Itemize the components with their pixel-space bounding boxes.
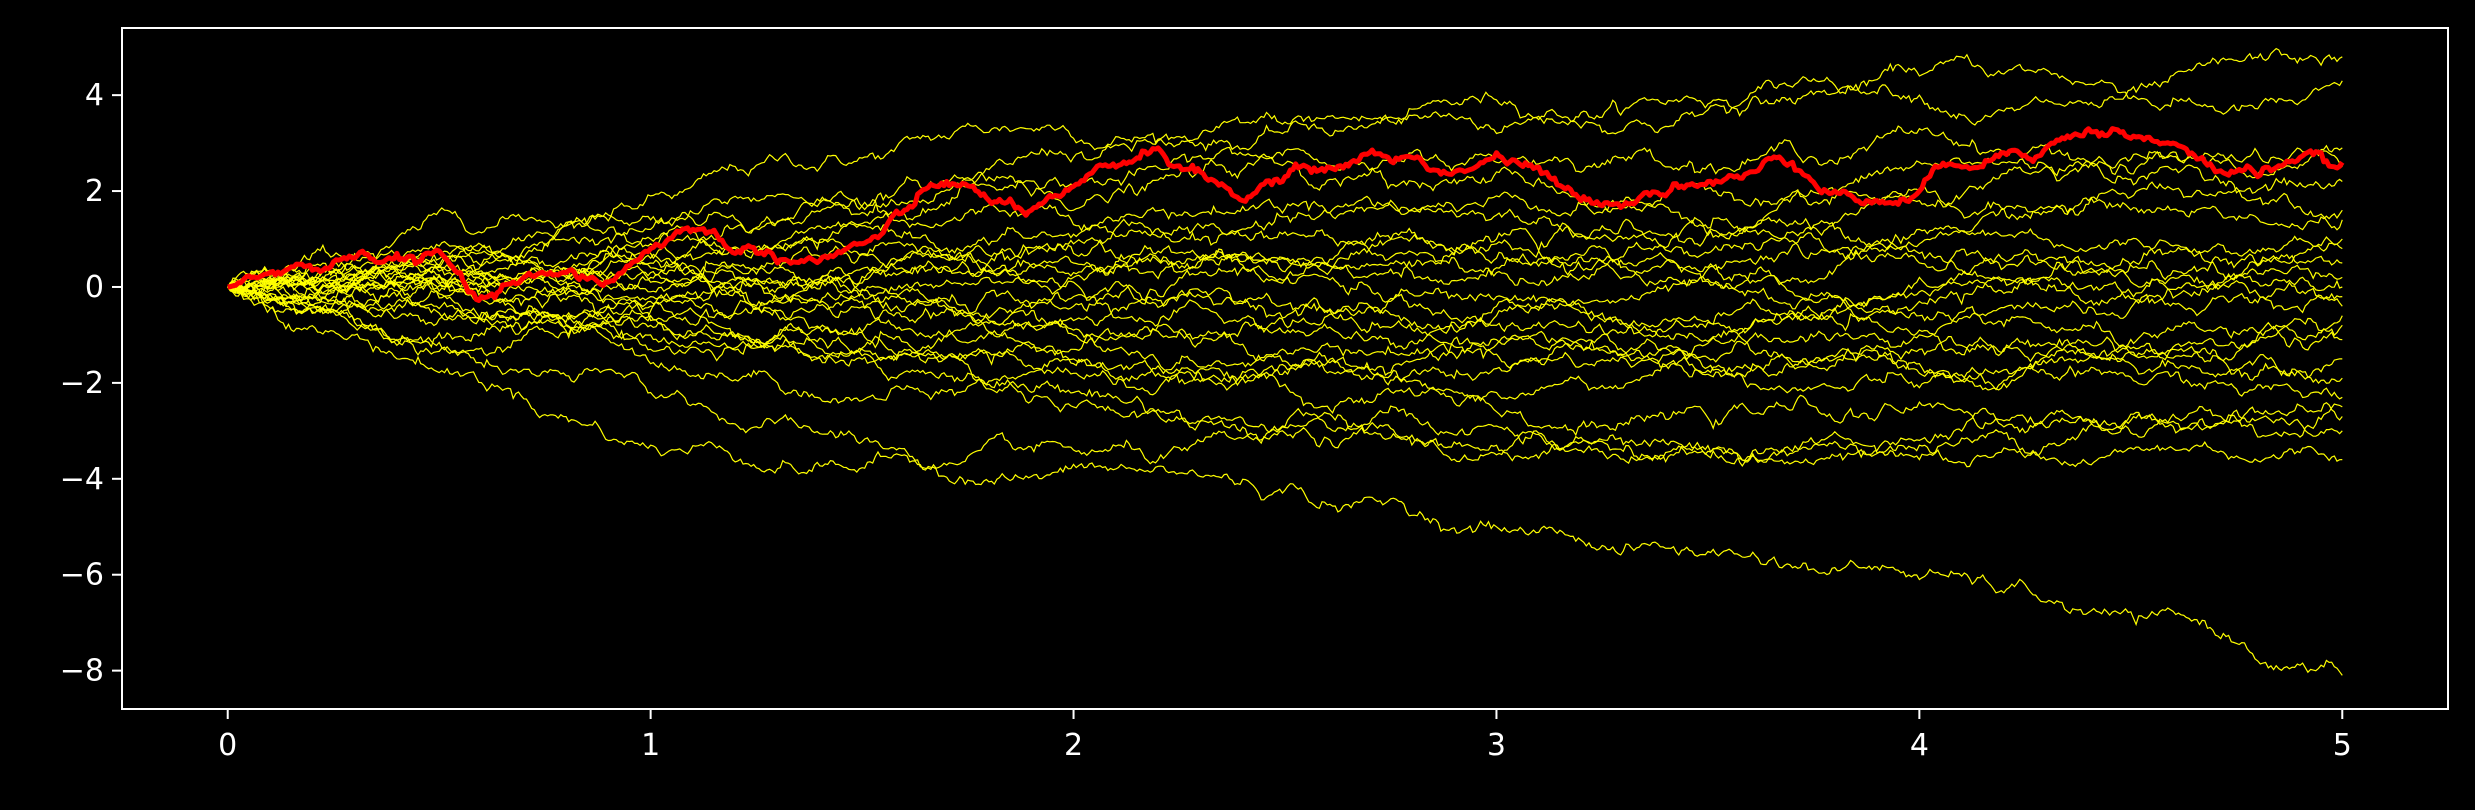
sample-path-25: [227, 283, 2343, 676]
y-tick-label: −2: [60, 366, 104, 401]
y-axis: −8 −6 −4 −2 0 2 4: [60, 78, 122, 689]
y-tick-label: −4: [60, 462, 104, 497]
y-tick-label: 2: [85, 174, 104, 209]
sample-path-8: [227, 218, 2343, 307]
series-layer: [227, 47, 2343, 676]
x-tick-label: 4: [1910, 728, 1929, 763]
y-tick-label: −6: [60, 558, 104, 593]
sample-path-22: [227, 286, 2343, 466]
sample-path-11: [227, 219, 2343, 323]
sample-path-10: [227, 218, 2343, 310]
sample-path-18: [227, 262, 2343, 379]
sample-path-4: [227, 148, 2343, 298]
sample-path-21: [227, 286, 2343, 438]
y-tick-label: 0: [85, 270, 104, 305]
sample-path-3: [227, 125, 2343, 288]
x-tick-label: 2: [1064, 728, 1083, 763]
sample-path-16: [227, 266, 2343, 364]
x-tick-label: 1: [641, 728, 660, 763]
sample-path-17: [227, 286, 2343, 387]
sample-path-24: [227, 284, 2343, 471]
y-tick-label: 4: [85, 78, 104, 113]
x-tick-label: 0: [218, 728, 237, 763]
sample-path-13: [227, 227, 2343, 323]
x-tick-label: 3: [1487, 728, 1506, 763]
highlight-layer: [227, 126, 2345, 303]
y-tick-label: −8: [60, 654, 104, 689]
sample-path-23: [227, 275, 2343, 468]
sample-path-20: [227, 274, 2343, 415]
highlighted-path: [227, 126, 2345, 303]
x-tick-label: 5: [2333, 728, 2352, 763]
x-axis: 0 1 2 3 4 5: [218, 709, 2352, 763]
sample-path-2: [227, 47, 2343, 295]
axes-frame: [121, 27, 2449, 710]
